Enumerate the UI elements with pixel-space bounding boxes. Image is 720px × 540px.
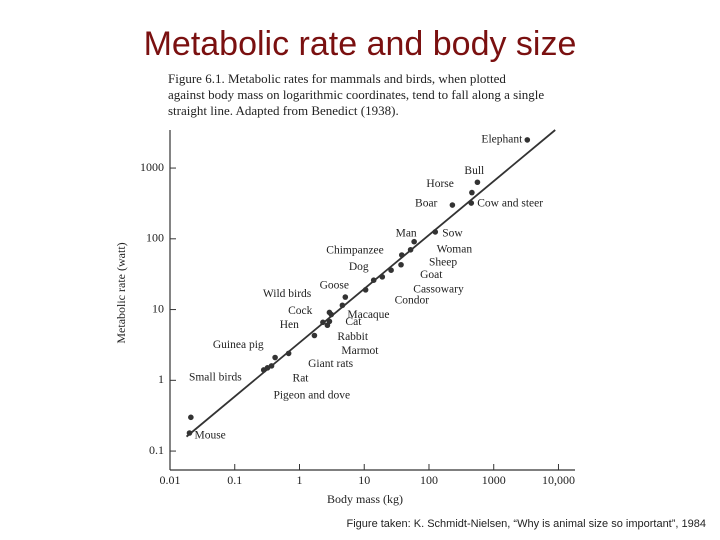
point-label: Pigeon and dove: [273, 389, 350, 401]
point-label: Sow: [442, 228, 463, 240]
point-label: Guinea pig: [213, 339, 264, 351]
data-point: [468, 200, 475, 206]
point-label: Rat: [293, 373, 310, 385]
data-point: [379, 274, 386, 280]
data-point: [326, 309, 333, 316]
y-tick-label: 0.1: [149, 443, 164, 457]
data-point: [188, 414, 194, 421]
point-label: Goat: [420, 269, 443, 281]
x-axis-label: Body mass (kg): [327, 492, 403, 506]
point-label: Cassowary: [413, 283, 464, 295]
slide-title: Metabolic rate and body size: [144, 25, 577, 63]
data-point: [342, 294, 349, 300]
point-label: Cat: [345, 316, 362, 328]
point-label: Small birds: [189, 372, 242, 384]
y-tick-label: 1: [158, 372, 164, 386]
x-tick-label: 1000: [482, 473, 506, 487]
data-point: [370, 277, 377, 283]
data-point: [411, 238, 417, 245]
point-label: Cock: [288, 305, 313, 317]
caption-line: straight line. Adapted from Benedict (19…: [168, 103, 399, 118]
data-point: [388, 267, 394, 273]
data-point: [272, 354, 278, 361]
point-label: Cow and steer: [477, 198, 543, 210]
data-point: [339, 302, 346, 309]
x-tick-label: 1: [296, 473, 302, 487]
y-tick-label: 100: [146, 231, 164, 245]
point-label: Condor: [395, 294, 430, 306]
point-label: Woman: [437, 243, 473, 255]
data-point: [474, 179, 481, 186]
x-tick-label: 10,000: [542, 473, 575, 487]
y-tick-label: 1000: [140, 160, 164, 174]
point-label: Chimpanzee: [326, 245, 383, 257]
data-point: [524, 137, 531, 143]
point-label: Rabbit: [337, 331, 368, 343]
data-point: [320, 319, 326, 326]
point-label: Boar: [415, 198, 438, 210]
data-point: [186, 430, 193, 436]
point-label: Wild birds: [263, 288, 312, 300]
point-label: Hen: [280, 319, 299, 331]
data-point: [398, 261, 404, 268]
data-point: [311, 332, 318, 339]
x-tick-label: 0.1: [227, 473, 242, 487]
data-point: [362, 287, 369, 293]
source-note: Figure taken: K. Schmidt-Nielsen, “Why i…: [347, 518, 706, 530]
point-label: Dog: [349, 261, 369, 273]
data-point: [324, 322, 331, 329]
data-point: [285, 350, 292, 357]
caption-line: Figure 6.1. Metabolic rates for mammals …: [168, 71, 506, 86]
fit-line: [185, 129, 556, 438]
data-point: [432, 229, 439, 235]
x-tick-label: 10: [358, 473, 370, 487]
point-label: Goose: [320, 280, 349, 292]
point-label: Giant rats: [308, 358, 354, 370]
point-label: Horse: [426, 178, 453, 190]
data-point: [398, 252, 405, 258]
point-label: Elephant: [481, 134, 523, 146]
data-point: [449, 202, 456, 208]
caption-line: against body mass on logarithmic coordin…: [168, 87, 544, 102]
data-point: [469, 189, 475, 196]
point-label: Sheep: [429, 256, 457, 268]
point-label: Marmot: [341, 345, 379, 357]
x-tick-label: 100: [420, 473, 438, 487]
y-axis-label: Metabolic rate (watt): [114, 242, 128, 343]
point-label: Man: [396, 227, 417, 239]
point-label: Bull: [464, 165, 484, 177]
data-point: [264, 365, 271, 371]
x-tick-label: 0.01: [160, 473, 181, 487]
point-label: Mouse: [194, 430, 225, 442]
data-point: [407, 246, 414, 253]
point-label: Macaque: [347, 309, 389, 321]
y-tick-label: 10: [152, 301, 164, 315]
